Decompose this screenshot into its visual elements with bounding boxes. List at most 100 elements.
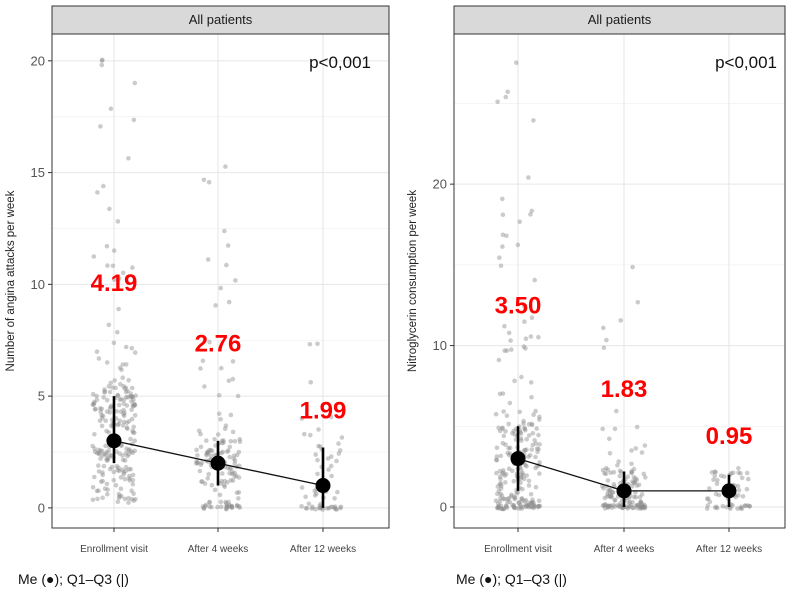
data-point xyxy=(107,410,113,415)
data-point xyxy=(639,450,645,455)
data-point xyxy=(127,478,132,483)
data-point xyxy=(605,488,611,494)
data-point xyxy=(206,471,211,477)
data-point xyxy=(94,393,99,399)
data-point xyxy=(129,488,134,494)
data-point xyxy=(532,503,537,508)
data-point xyxy=(531,503,537,509)
data-point xyxy=(219,504,224,510)
data-point xyxy=(520,505,526,510)
data-point xyxy=(709,470,715,475)
data-point xyxy=(218,285,223,291)
data-point xyxy=(127,447,132,452)
data-point xyxy=(130,394,135,400)
data-point xyxy=(125,453,130,459)
data-point xyxy=(629,461,634,467)
data-point xyxy=(131,117,137,123)
data-point xyxy=(610,490,615,496)
data-point xyxy=(132,80,138,86)
data-point xyxy=(94,349,100,355)
data-point xyxy=(337,448,343,453)
mean-label: 1.99 xyxy=(300,397,347,424)
data-point xyxy=(227,470,232,476)
data-point xyxy=(126,467,132,472)
data-point xyxy=(129,416,135,422)
data-point xyxy=(537,503,543,509)
data-point xyxy=(109,423,114,429)
data-point xyxy=(535,504,541,510)
data-point xyxy=(130,394,135,400)
data-point xyxy=(193,461,199,466)
data-point xyxy=(203,502,209,508)
data-point xyxy=(493,411,499,417)
x-tick-label: After 4 weeks xyxy=(594,544,655,555)
data-point xyxy=(133,497,138,502)
data-point xyxy=(96,488,101,494)
data-point xyxy=(519,506,524,511)
data-point xyxy=(97,418,103,424)
data-point xyxy=(495,491,500,497)
data-point xyxy=(227,504,232,510)
data-point xyxy=(607,493,612,499)
data-point xyxy=(714,505,720,511)
data-point xyxy=(130,450,135,456)
data-point xyxy=(132,402,138,408)
data-point xyxy=(639,505,645,511)
data-point xyxy=(227,502,232,508)
data-point xyxy=(602,502,608,508)
data-point xyxy=(125,388,130,394)
data-point xyxy=(495,99,500,105)
data-point xyxy=(526,478,532,484)
data-point xyxy=(121,397,127,403)
mean-label: 3.50 xyxy=(495,292,542,319)
data-point xyxy=(121,471,126,477)
data-point xyxy=(196,428,202,434)
data-point xyxy=(122,458,128,463)
data-point xyxy=(715,477,720,483)
data-point xyxy=(226,378,232,384)
data-point xyxy=(115,422,121,428)
data-point xyxy=(107,406,113,411)
data-point xyxy=(198,444,204,450)
data-point xyxy=(603,466,609,471)
data-point xyxy=(493,457,499,463)
data-point xyxy=(121,469,126,475)
data-point xyxy=(222,484,227,490)
data-point xyxy=(100,495,105,501)
data-point xyxy=(610,489,616,495)
p-value-label: p<0,001 xyxy=(715,53,777,72)
data-point xyxy=(500,471,505,477)
data-point xyxy=(642,504,648,510)
data-point xyxy=(504,504,509,509)
data-point xyxy=(536,446,541,452)
data-point xyxy=(201,506,207,511)
data-point xyxy=(200,504,206,509)
data-point xyxy=(730,503,735,508)
data-point xyxy=(123,385,129,391)
data-point xyxy=(511,502,517,508)
data-point xyxy=(95,496,100,502)
data-point xyxy=(95,190,100,195)
data-point xyxy=(509,492,514,498)
data-point xyxy=(99,448,105,454)
data-point xyxy=(528,334,534,339)
data-point xyxy=(205,450,211,455)
data-point xyxy=(605,478,611,483)
data-point xyxy=(605,492,610,497)
data-point xyxy=(314,491,319,496)
data-point xyxy=(114,464,120,469)
data-point xyxy=(334,458,339,464)
data-point xyxy=(500,425,505,431)
data-point xyxy=(498,481,504,486)
legend-caption-right: Me (●); Q1–Q3 (|) xyxy=(456,571,567,587)
data-point xyxy=(227,444,233,450)
data-point xyxy=(99,406,104,412)
data-point xyxy=(93,406,98,412)
data-point xyxy=(506,496,512,501)
data-point xyxy=(495,505,500,510)
data-point xyxy=(602,506,608,511)
data-point xyxy=(306,501,312,507)
data-point xyxy=(220,471,225,476)
data-point xyxy=(339,435,345,440)
